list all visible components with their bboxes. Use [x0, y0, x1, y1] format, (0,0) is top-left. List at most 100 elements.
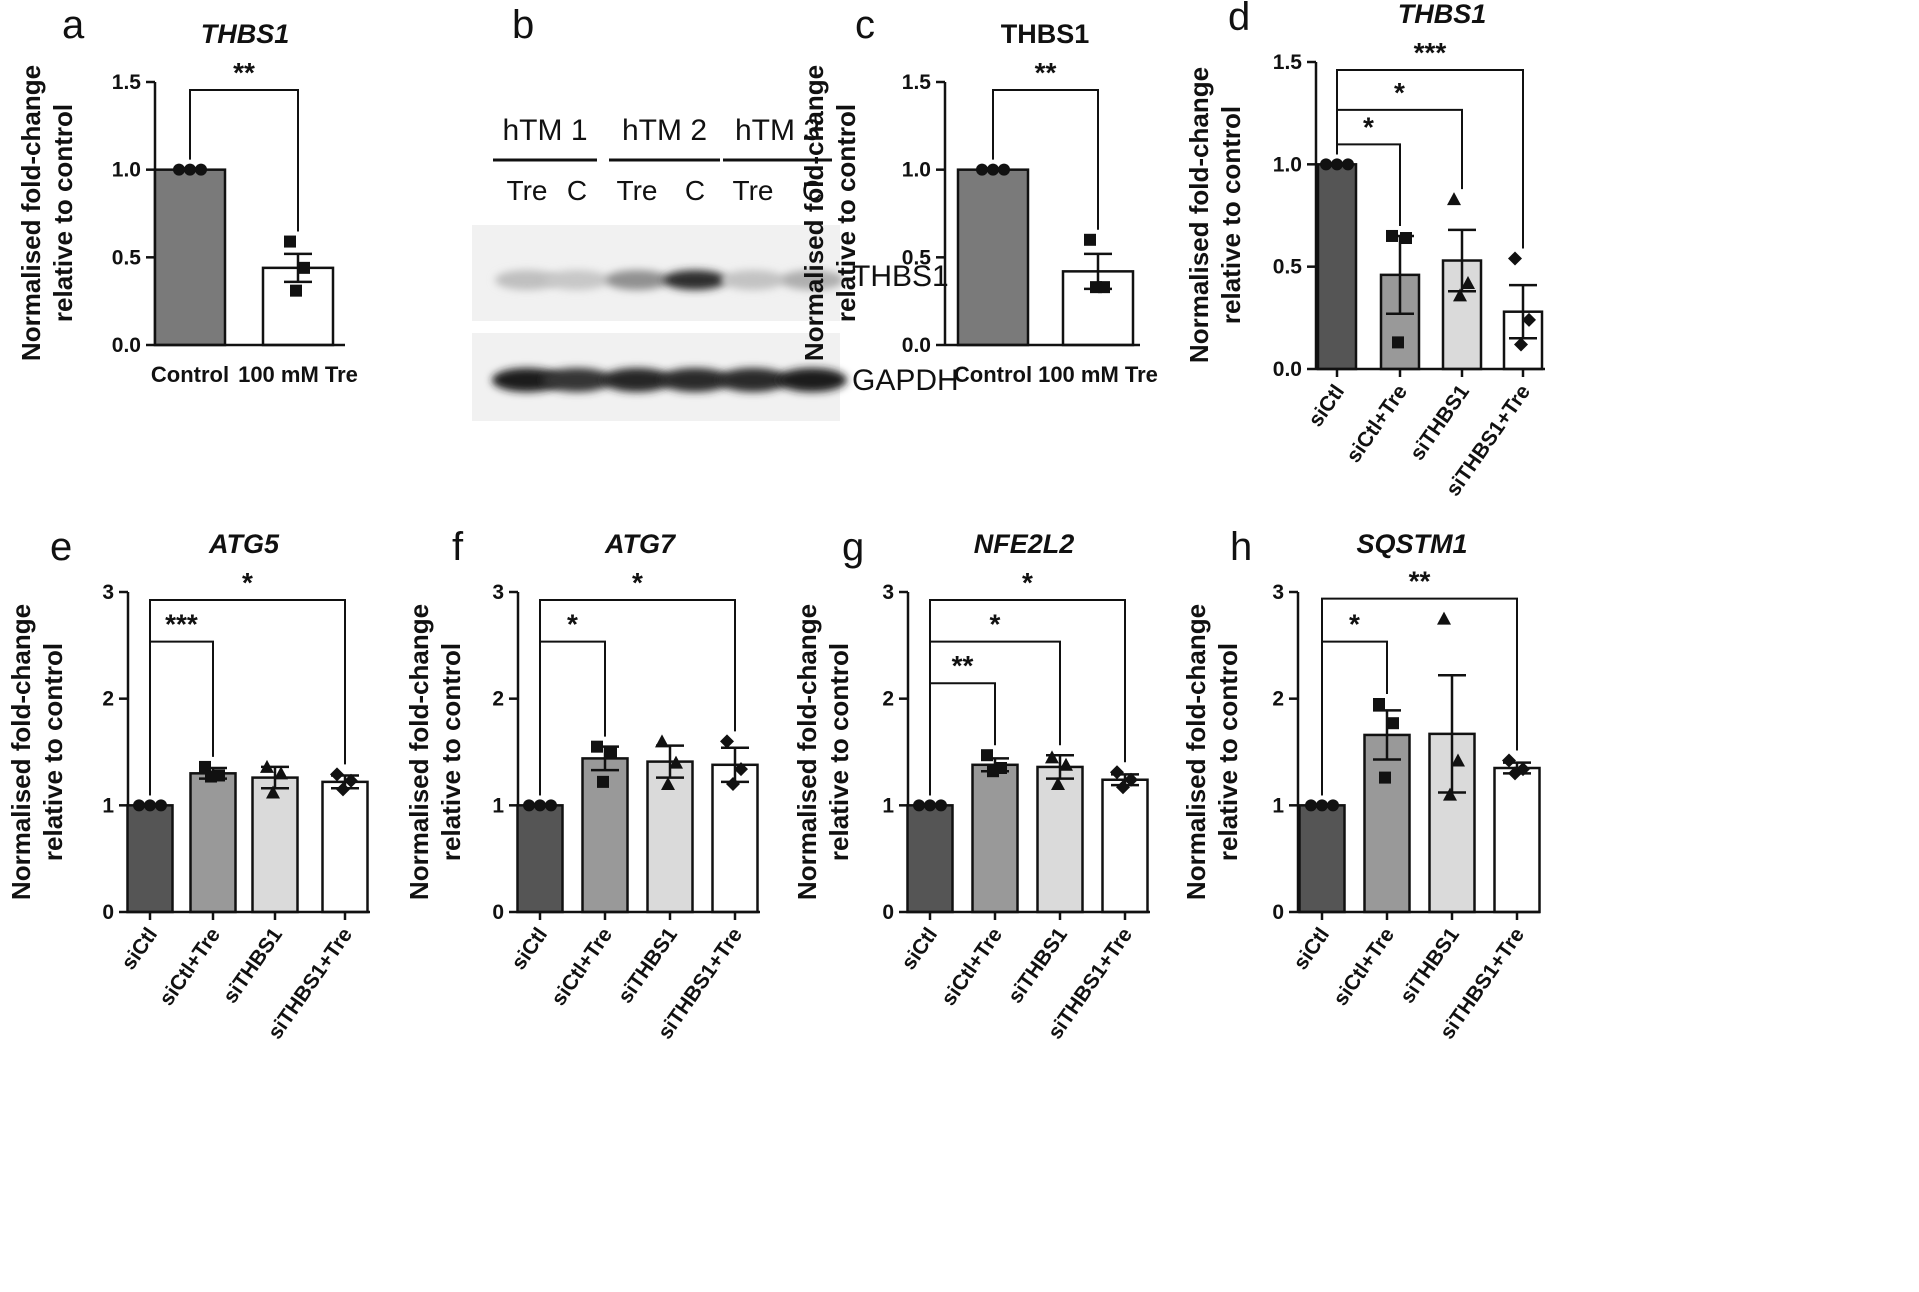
- data-point: [1305, 799, 1317, 812]
- panel-label: f: [452, 525, 464, 569]
- bar-Control: [956, 168, 1030, 347]
- significance-label: *: [632, 567, 643, 598]
- data-point: [133, 799, 145, 812]
- y-tick-label: 3: [1272, 581, 1284, 604]
- x-tick-label: Control: [954, 362, 1032, 387]
- band-thbs1: [663, 270, 727, 290]
- data-point: [924, 799, 936, 812]
- panel-label: d: [1228, 0, 1250, 39]
- data-point: [1320, 158, 1332, 171]
- blot-lane-label: C: [802, 175, 822, 206]
- x-tick-label: siTHBS1: [1406, 380, 1475, 464]
- data-point: [1514, 337, 1528, 352]
- data-point: [1447, 192, 1461, 206]
- chart-title: NFE2L2: [974, 529, 1075, 559]
- band-thbs1: [495, 270, 559, 290]
- blot-lane-label: C: [685, 175, 705, 206]
- bar-siCtl+Tre: [189, 772, 237, 914]
- data-point: [1124, 772, 1138, 787]
- band-gapdh: [492, 368, 562, 392]
- significance-label: *: [242, 567, 253, 598]
- y-tick-label: 1: [882, 794, 894, 817]
- significance-bracket: [1321, 597, 1518, 796]
- data-point: [1461, 276, 1475, 290]
- blot-group-label: hTM 1: [502, 114, 587, 147]
- data-point: [1508, 251, 1522, 266]
- data-point: [734, 762, 748, 777]
- x-tick-label: siCtl: [507, 924, 552, 974]
- data-point: [284, 235, 296, 248]
- significance-label: **: [1409, 566, 1431, 597]
- y-tick-label: 0.0: [1273, 358, 1302, 381]
- y-axis-label-line1: Normalised fold-change: [799, 65, 829, 361]
- data-point: [1327, 799, 1339, 812]
- data-point: [913, 799, 925, 812]
- y-tick-label: 1.0: [902, 159, 931, 182]
- data-point: [266, 785, 280, 799]
- x-tick-label: siTHBS1: [219, 923, 288, 1007]
- data-point: [330, 767, 344, 782]
- x-tick-label: siCtl: [1304, 381, 1349, 431]
- chart-panel-c: c THBS1 Normalised fold-change relative to …: [799, 3, 1158, 387]
- y-tick-label: 3: [492, 581, 504, 604]
- y-tick-label: 0.0: [112, 334, 141, 357]
- data-point: [1116, 780, 1130, 795]
- bar-siCtl: [516, 804, 564, 914]
- data-point: [274, 766, 288, 780]
- y-axis-label-line1: Normalised fold-change: [1184, 67, 1214, 363]
- y-axis-label-line1: Normalised fold-change: [792, 604, 822, 900]
- data-point: [655, 734, 669, 748]
- significance-label: *: [1394, 77, 1405, 108]
- data-point: [290, 284, 302, 297]
- y-tick-label: 1: [492, 794, 504, 817]
- data-point: [597, 775, 609, 788]
- chart-title: SQSTM1: [1356, 529, 1467, 559]
- significance-label: *: [990, 609, 1001, 640]
- bar-siTHBS1+Tre: [321, 780, 369, 914]
- x-tick-label: siTHBS1: [1396, 923, 1465, 1007]
- x-tick-label: siTHBS1: [1004, 923, 1073, 1007]
- band-thbs1: [545, 270, 609, 290]
- bar-siCtl: [1316, 163, 1358, 371]
- blot-lane-label: C: [567, 175, 587, 206]
- x-tick-label: siCtl+Tre: [155, 924, 225, 1010]
- blot-group-label: hTM 2: [622, 114, 707, 147]
- data-point: [260, 759, 274, 773]
- chart-title: ATG7: [604, 529, 677, 559]
- data-point: [1392, 336, 1404, 349]
- y-tick-label: 1.5: [112, 71, 142, 94]
- y-tick-label: 3: [882, 581, 894, 604]
- significance-bracket: [1336, 69, 1524, 249]
- data-point: [336, 782, 350, 797]
- y-tick-label: 0.0: [902, 334, 931, 357]
- data-point: [669, 755, 683, 769]
- significance-label: *: [1022, 567, 1033, 598]
- y-tick-label: 1: [102, 794, 114, 817]
- y-axis-label-line2: relative to control: [38, 643, 68, 861]
- band-gapdh: [777, 368, 847, 392]
- y-axis-label-line1: Normalised fold-change: [6, 604, 36, 900]
- band-gapdh: [660, 368, 730, 392]
- data-point: [1045, 750, 1059, 764]
- blot-group-label: hTM 3: [735, 114, 820, 147]
- y-axis-label-line1: Normalised fold-change: [16, 65, 46, 361]
- data-point: [1316, 799, 1328, 812]
- bar-siTHBS1+Tre: [1101, 778, 1149, 914]
- chart-title: THBS1: [1398, 0, 1487, 29]
- chart-title: THBS1: [1001, 19, 1090, 49]
- band-label: GAPDH: [852, 364, 959, 397]
- y-tick-label: 0: [492, 901, 504, 924]
- data-point: [976, 163, 988, 176]
- data-point: [1110, 765, 1124, 780]
- chart-panel-g: g NFE2L2 Normalised fold-change relative to…: [792, 525, 1150, 1043]
- bar-siCtl: [126, 804, 174, 914]
- bar-siCtl+Tre: [971, 763, 1019, 914]
- band-thbs1: [721, 270, 785, 290]
- panel-label: b: [512, 3, 534, 47]
- y-tick-label: 1: [1272, 794, 1284, 817]
- chart-panel-f: f ATG7 Normalised fold-change relative to c…: [404, 525, 760, 1043]
- data-point: [935, 799, 947, 812]
- significance-label: **: [952, 650, 974, 681]
